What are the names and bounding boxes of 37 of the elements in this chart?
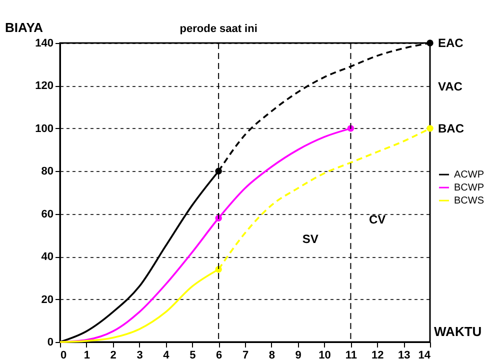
x-tick-label: 0 bbox=[60, 350, 67, 360]
point bbox=[426, 125, 434, 132]
x-tick-label: 2 bbox=[110, 350, 116, 360]
x-tick-label: 12 bbox=[372, 350, 384, 360]
y-tick-label: 40 bbox=[41, 251, 54, 264]
text: VAC bbox=[438, 79, 463, 94]
y-tick-label: 120 bbox=[35, 80, 54, 92]
y-axis-title: BIAYA bbox=[5, 20, 44, 35]
y-tick-label: 80 bbox=[41, 166, 54, 178]
y-tick-label: 0 bbox=[47, 336, 54, 348]
x-tick-label: 11 bbox=[345, 350, 358, 360]
x-tick-label: 3 bbox=[136, 350, 143, 360]
x-tick-label: 9 bbox=[295, 350, 302, 360]
annotation: EAC bbox=[438, 36, 464, 50]
x-tick-label: 8 bbox=[268, 350, 275, 360]
x-tick-label: 5 bbox=[190, 350, 196, 360]
point bbox=[215, 168, 222, 174]
x-tick-label: 13 bbox=[398, 350, 410, 360]
ref-line-label: perode saat ini bbox=[180, 23, 258, 35]
x-tick-label: 14 bbox=[418, 350, 432, 360]
x-tick-label: 6 bbox=[216, 350, 222, 360]
point bbox=[426, 40, 434, 46]
y-tick-label: 140 bbox=[35, 38, 54, 50]
x-tick-label: 10 bbox=[318, 350, 331, 360]
x-tick-label: 1 bbox=[84, 350, 90, 360]
annotation: BAC bbox=[438, 121, 464, 136]
x-axis-title: WAKTU bbox=[434, 324, 482, 339]
y-tick-label: 60 bbox=[41, 208, 54, 220]
legend-label: BCWP bbox=[454, 182, 484, 194]
legend-label: ACWP bbox=[454, 170, 484, 181]
y-tick-label: 100 bbox=[35, 122, 54, 135]
legend-label: BCWS bbox=[454, 196, 484, 207]
x-tick-label: 7 bbox=[242, 350, 249, 360]
x-tick-label: 4 bbox=[163, 350, 170, 360]
y-tick-label: 20 bbox=[41, 294, 54, 306]
annotation: CV bbox=[368, 212, 386, 226]
annotation: SV bbox=[302, 232, 318, 246]
